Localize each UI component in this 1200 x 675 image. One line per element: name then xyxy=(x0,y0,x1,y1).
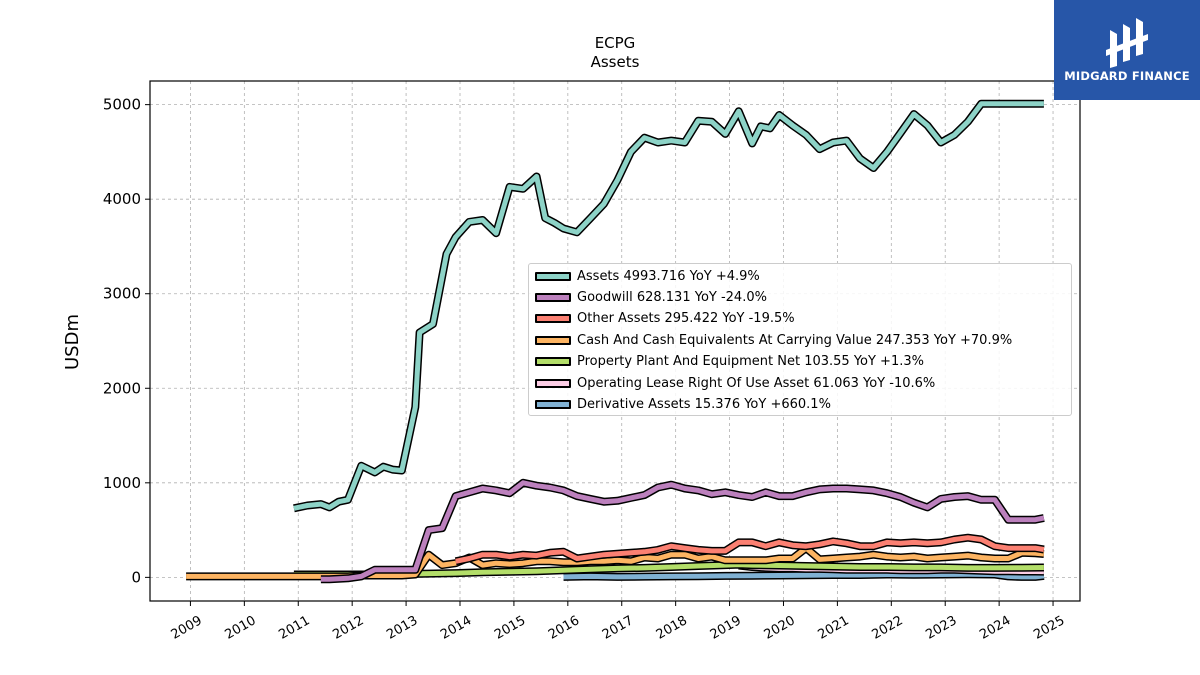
series-line-assets xyxy=(293,101,1044,511)
x-tick-label: 2025 xyxy=(1031,613,1067,643)
legend-item: Other Assets 295.422 YoY -19.5% xyxy=(535,310,795,328)
x-tick-label: 2014 xyxy=(438,613,474,643)
legend-item: Goodwill 628.131 YoY -24.0% xyxy=(535,288,767,306)
x-tick-label: 2017 xyxy=(600,613,636,643)
y-tick-label: 1000 xyxy=(103,474,141,492)
legend-swatch xyxy=(535,378,571,388)
x-tick-label: 2013 xyxy=(384,613,420,643)
legend-label: Assets 4993.716 YoY +4.9% xyxy=(577,268,760,284)
y-tick-label: 5000 xyxy=(103,96,141,114)
legend-swatch xyxy=(535,314,571,324)
legend-swatch xyxy=(535,399,571,409)
legend-label: Operating Lease Right Of Use Asset 61.06… xyxy=(577,375,936,391)
x-tick-label: 2011 xyxy=(276,613,312,643)
x-axis-ticks: 2009 2010 2011 2012 2013 2014 2015 2016 2017 2018… xyxy=(169,601,1067,643)
x-tick-label: 2015 xyxy=(492,613,528,643)
legend-item: Cash And Cash Equivalents At Carrying Va… xyxy=(535,331,1012,349)
legend-swatch xyxy=(535,335,571,345)
chart-title: ECPG xyxy=(595,34,636,52)
legend-item: Derivative Assets 15.376 YoY +660.1% xyxy=(535,395,831,413)
legend-label: Other Assets 295.422 YoY -19.5% xyxy=(577,311,795,327)
x-tick-label: 2012 xyxy=(330,613,366,643)
y-tick-label: 2000 xyxy=(103,379,141,397)
series-lines xyxy=(186,99,1045,584)
legend-swatch xyxy=(535,292,571,302)
y-tick-label: 4000 xyxy=(103,190,141,208)
legend-item: Assets 4993.716 YoY +4.9% xyxy=(535,267,760,285)
series-line-goodwill xyxy=(320,480,1045,582)
series-line-derivative-assets xyxy=(563,571,1045,580)
legend-swatch xyxy=(535,357,571,367)
x-tick-label: 2018 xyxy=(654,613,690,643)
legend-item: Operating Lease Right Of Use Asset 61.06… xyxy=(535,374,935,392)
x-tick-label: 2022 xyxy=(869,613,905,643)
x-tick-label: 2020 xyxy=(762,613,798,643)
legend-label: Property Plant And Equipment Net 103.55 … xyxy=(577,354,924,370)
plot-frame xyxy=(149,80,1081,602)
y-tick-label: 0 xyxy=(131,568,141,586)
legend-label: Goodwill 628.131 YoY -24.0% xyxy=(577,289,767,305)
x-tick-label: 2024 xyxy=(977,613,1013,643)
x-tick-label: 2019 xyxy=(708,613,744,643)
midgard-logo-icon xyxy=(1106,18,1148,68)
legend-label: Derivative Assets 15.376 YoY +660.1% xyxy=(577,396,831,412)
x-tick-label: 2009 xyxy=(169,613,205,643)
y-axis-ticks: 0 1000 2000 3000 4000 5000 xyxy=(103,96,150,586)
chart-subtitle: Assets xyxy=(591,53,640,71)
series-line-property-plant-and-equipment-net xyxy=(293,562,1044,577)
series-line-other-assets xyxy=(455,535,1045,564)
x-tick-label: 2010 xyxy=(223,613,259,643)
midgard-logo: MIDGARD FINANCE xyxy=(1054,0,1200,100)
legend-item: Property Plant And Equipment Net 103.55 … xyxy=(535,353,924,371)
y-axis-label: USDm xyxy=(62,314,83,370)
legend: Assets 4993.716 YoY +4.9% Goodwill 628.13… xyxy=(528,263,1072,416)
x-tick-label: 2016 xyxy=(546,613,582,643)
legend-label: Cash And Cash Equivalents At Carrying Va… xyxy=(577,332,1013,348)
y-tick-label: 3000 xyxy=(103,285,141,303)
x-tick-label: 2021 xyxy=(816,613,852,643)
x-tick-label: 2023 xyxy=(923,613,959,643)
legend-swatch xyxy=(535,271,571,281)
logo-text: MIDGARD FINANCE xyxy=(1064,69,1190,83)
